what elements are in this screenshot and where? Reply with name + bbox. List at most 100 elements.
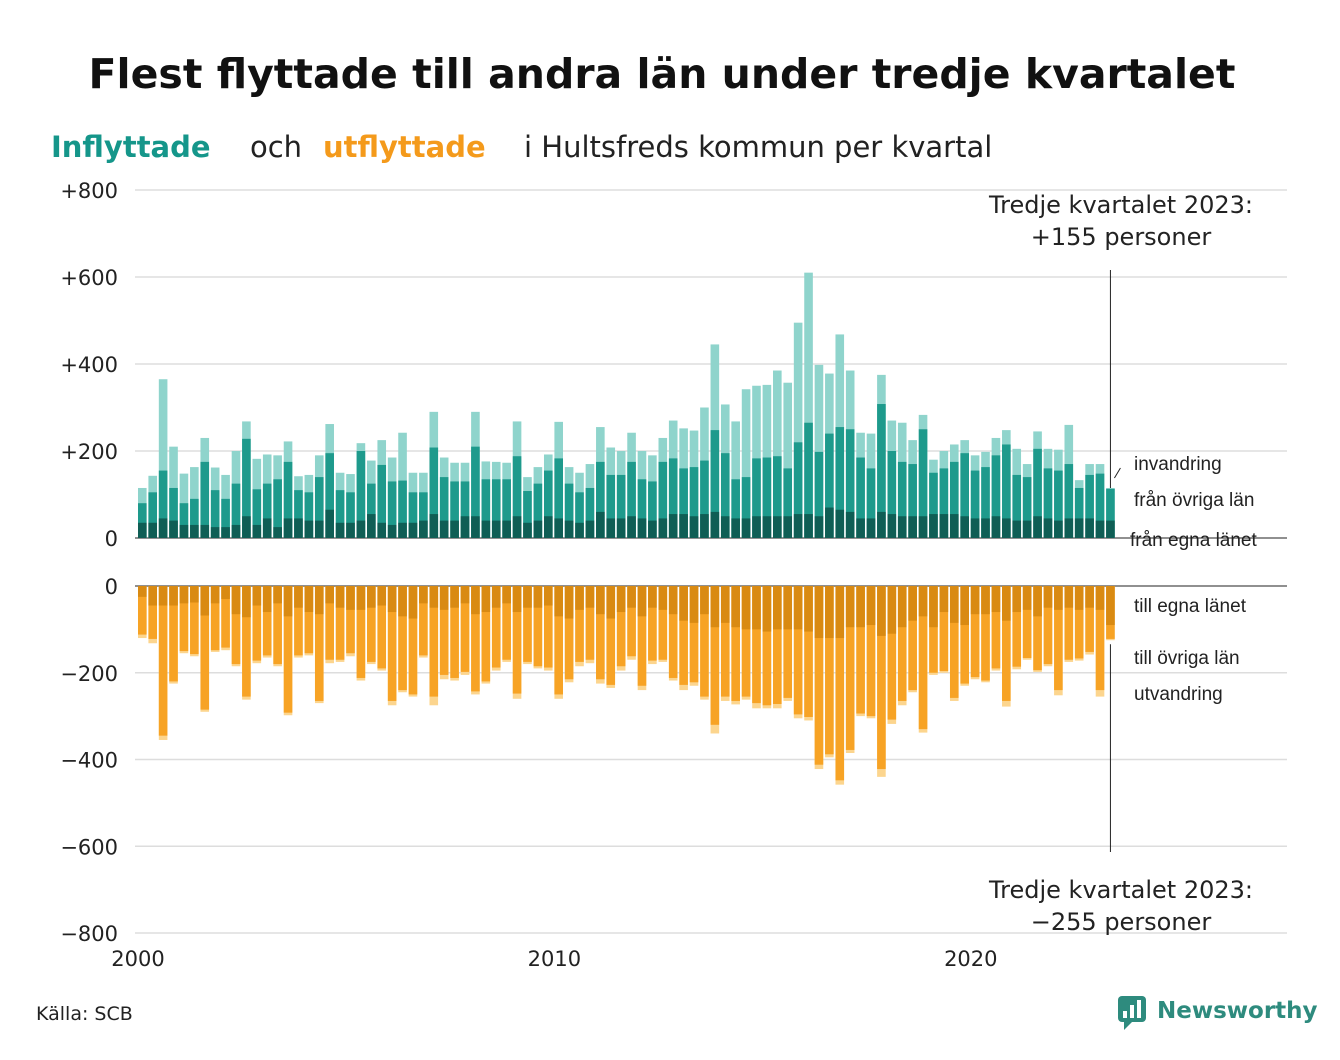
bar-inflow-own-county	[773, 516, 782, 538]
bar-inflow-own-county	[1002, 518, 1011, 538]
bar-outflow-other-county	[471, 586, 480, 692]
bar-outflow-own-county	[1043, 586, 1053, 608]
annotation-top-line2: +155 personer	[1031, 223, 1212, 251]
bar-inflow-own-county	[398, 522, 407, 538]
bar-outflow-other-county	[960, 586, 969, 684]
bar-outflow-other-county	[981, 586, 990, 681]
label-utvandring: utvandring	[1134, 684, 1223, 705]
bar-inflow-other-county	[616, 474, 626, 538]
bar-outflow-other-county	[252, 586, 262, 661]
bar-outflow-own-county	[637, 586, 647, 617]
bar-outflow-other-county	[335, 586, 345, 660]
outflow-bars	[138, 586, 1115, 785]
bar-outflow-own-county	[262, 586, 272, 613]
x-tick-label: 2010	[528, 947, 581, 971]
bar-inflow-other-county	[918, 429, 928, 538]
bar-inflow-other-county	[460, 481, 470, 538]
bar-inflow-own-county	[179, 524, 189, 538]
bar-outflow-own-county	[158, 586, 168, 606]
bar-outflow-own-county	[294, 586, 303, 608]
bar-inflow-own-county	[273, 527, 282, 538]
bar-outflow-own-county	[543, 586, 553, 606]
bar-inflow-other-county	[283, 461, 293, 538]
bar-outflow-other-county	[877, 586, 886, 770]
bar-outflow-other-county	[679, 586, 688, 685]
bar-outflow-own-county	[804, 586, 813, 632]
bar-outflow-other-county	[731, 586, 740, 701]
bar-inflow-other-county	[648, 481, 657, 538]
bar-inflow-other-county	[450, 481, 459, 538]
bar-outflow-other-county	[856, 586, 865, 714]
bar-inflow-other-county	[169, 487, 178, 538]
bar-inflow-other-county	[543, 470, 553, 538]
bar-outflow-own-county	[1002, 586, 1011, 621]
bar-outflow-own-county	[471, 586, 480, 615]
bar-outflow-own-county	[367, 586, 376, 608]
y-tick-label-bottom: −800	[60, 922, 118, 946]
bar-outflow-own-county	[668, 586, 678, 615]
bar-outflow-own-county	[398, 586, 407, 617]
bar-inflow-immigration	[158, 379, 168, 538]
bar-inflow-own-county	[1064, 518, 1074, 538]
bar-inflow-immigration	[793, 322, 803, 538]
bar-outflow-other-county	[720, 586, 730, 697]
bar-outflow-own-county	[991, 586, 1001, 613]
bar-inflow-other-county	[304, 492, 314, 538]
bar-outflow-own-county	[970, 586, 980, 615]
bar-outflow-other-county	[616, 586, 626, 667]
bar-inflow-own-county	[471, 516, 480, 538]
bar-inflow-own-county	[1033, 516, 1042, 538]
bar-inflow-own-county	[960, 516, 969, 538]
bar-inflow-own-county	[939, 514, 949, 538]
bar-inflow-own-county	[439, 520, 449, 538]
bar-inflow-own-county	[825, 507, 834, 538]
bar-inflow-own-county	[200, 524, 210, 538]
bar-outflow-own-county	[564, 586, 574, 619]
bar-outflow-own-county	[491, 586, 501, 608]
bar-outflow-own-county	[856, 586, 865, 628]
bar-inflow-other-county	[419, 492, 428, 538]
bar-inflow-other-county	[908, 464, 917, 538]
bar-outflow-own-county	[1022, 586, 1032, 610]
bar-inflow-own-county	[148, 522, 158, 538]
bar-inflow-own-county	[210, 527, 220, 538]
bar-outflow-own-county	[981, 586, 990, 615]
bar-inflow-other-county	[471, 446, 480, 538]
bar-inflow-own-county	[1012, 520, 1022, 538]
bar-outflow-own-county	[679, 586, 688, 621]
bar-outflow-own-county	[429, 586, 439, 608]
bar-outflow-own-county	[200, 586, 210, 616]
bar-outflow-other-county	[762, 586, 772, 706]
bar-inflow-own-county	[377, 522, 387, 538]
bar-outflow-own-county	[814, 586, 824, 639]
label-invandring: invandring	[1134, 454, 1222, 475]
bar-inflow-other-county	[689, 467, 699, 538]
chart-title: Flest flyttade till andra län under tred…	[89, 50, 1236, 98]
bar-outflow-other-county	[346, 586, 355, 654]
bar-outflow-other-county	[627, 586, 636, 657]
bar-outflow-own-county	[897, 586, 907, 628]
bar-inflow-own-county	[429, 514, 439, 538]
bar-inflow-own-county	[856, 518, 865, 538]
bar-inflow-other-county	[773, 456, 782, 538]
label-fran-ovriga-lan: från övriga län	[1134, 490, 1254, 511]
bar-outflow-own-county	[387, 586, 397, 613]
bar-outflow-other-county	[845, 586, 855, 750]
bar-outflow-own-county	[419, 586, 428, 604]
bar-outflow-other-county	[658, 586, 668, 660]
bar-inflow-other-county	[866, 468, 876, 538]
subtitle-inflyttade: Inflyttade	[51, 130, 211, 164]
bar-outflow-own-county	[356, 586, 366, 610]
bar-outflow-other-county	[210, 586, 220, 651]
bar-outflow-other-county	[221, 586, 230, 648]
bar-outflow-own-county	[616, 586, 626, 613]
bar-inflow-own-county	[1054, 520, 1063, 538]
bar-outflow-own-county	[939, 586, 949, 613]
bar-outflow-own-county	[283, 586, 293, 617]
bar-inflow-other-county	[158, 470, 168, 538]
bar-outflow-other-county	[533, 586, 543, 667]
bar-outflow-own-county	[148, 586, 158, 606]
bar-outflow-other-county	[1033, 586, 1042, 671]
bar-inflow-own-county	[710, 511, 720, 538]
bar-outflow-other-county	[773, 586, 782, 704]
